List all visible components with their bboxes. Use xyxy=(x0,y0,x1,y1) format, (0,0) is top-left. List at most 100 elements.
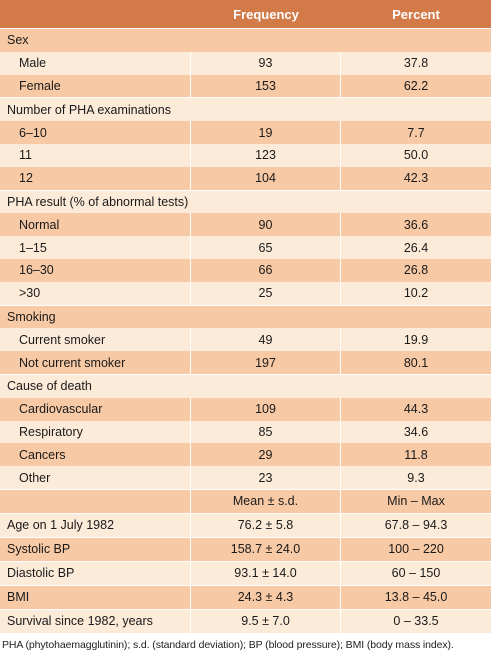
row-label: Not current smoker xyxy=(0,351,191,374)
summary-label: Survival since 1982, years xyxy=(0,608,191,633)
section-header-row: PHA result (% of abnormal tests) xyxy=(0,189,491,214)
section-title: Number of PHA examinations xyxy=(0,97,491,122)
percent-cell: 7.7 xyxy=(341,121,491,144)
frequency-cell: 25 xyxy=(191,281,341,305)
summary-range-cell: 67.8 – 94.3 xyxy=(341,512,491,537)
frequency-cell: 104 xyxy=(191,166,341,190)
frequency-cell: 85 xyxy=(191,420,341,444)
frequency-cell: 49 xyxy=(191,328,341,352)
table-row: 11 123 50.0 xyxy=(0,143,491,167)
section-header-row: Sex xyxy=(0,28,491,52)
table-row: Male 93 37.8 xyxy=(0,51,491,75)
row-label: Current smoker xyxy=(0,328,191,352)
frequency-cell: 66 xyxy=(191,258,341,282)
frequency-cell: 65 xyxy=(191,236,341,259)
header-blank xyxy=(0,0,191,28)
summary-label: Age on 1 July 1982 xyxy=(0,512,191,537)
characteristics-table: Frequency Percent Sex Male 93 37.8 Female 153… xyxy=(0,0,491,633)
row-label: Male xyxy=(0,51,191,75)
frequency-cell: 153 xyxy=(191,74,341,98)
summary-row: Survival since 1982, years 9.5 ± 7.0 0 – 3… xyxy=(0,608,491,633)
table-row: Normal 90 36.6 xyxy=(0,213,491,237)
percent-cell: 9.3 xyxy=(341,466,491,489)
percent-cell: 80.1 xyxy=(341,351,491,374)
summary-range-cell: 60 – 150 xyxy=(341,560,491,585)
summary-mean-cell: 9.5 ± 7.0 xyxy=(191,608,341,633)
table-row: Current smoker 49 19.9 xyxy=(0,328,491,352)
percent-cell: 26.8 xyxy=(341,258,491,282)
percent-cell: 11.8 xyxy=(341,443,491,467)
summary-row: Age on 1 July 1982 76.2 ± 5.8 67.8 – 94.3 xyxy=(0,512,491,537)
table-row: 6–10 19 7.7 xyxy=(0,121,491,144)
frequency-cell: 29 xyxy=(191,443,341,467)
percent-cell: 37.8 xyxy=(341,51,491,75)
row-label: Cardiovascular xyxy=(0,397,191,421)
section-title: Cause of death xyxy=(0,373,491,398)
percent-cell: 44.3 xyxy=(341,397,491,421)
table-row: Not current smoker 197 80.1 xyxy=(0,351,491,374)
summary-range-cell: 0 – 33.5 xyxy=(341,608,491,633)
summary-mean-cell: 76.2 ± 5.8 xyxy=(191,512,341,537)
summary-mean-cell: 93.1 ± 14.0 xyxy=(191,560,341,585)
summary-mean-cell: 158.7 ± 24.0 xyxy=(191,536,341,561)
summary-mean-cell: 24.3 ± 4.3 xyxy=(191,584,341,609)
percent-cell: 62.2 xyxy=(341,74,491,98)
summary-label: Systolic BP xyxy=(0,536,191,561)
row-label: >30 xyxy=(0,281,191,305)
section-header-row: Number of PHA examinations xyxy=(0,97,491,122)
table-row: Cardiovascular 109 44.3 xyxy=(0,397,491,421)
section-header-row: Smoking xyxy=(0,304,491,329)
frequency-cell: 109 xyxy=(191,397,341,421)
frequency-cell: 23 xyxy=(191,466,341,489)
section-header-row: Cause of death xyxy=(0,373,491,398)
percent-cell: 50.0 xyxy=(341,143,491,167)
table-row: Other 23 9.3 xyxy=(0,466,491,489)
summary-row: Diastolic BP 93.1 ± 14.0 60 – 150 xyxy=(0,560,491,585)
table-body: Sex Male 93 37.8 Female 153 62.2 Number of PHA … xyxy=(0,28,491,633)
summary-header-range: Min – Max xyxy=(341,488,491,513)
frequency-cell: 123 xyxy=(191,143,341,167)
percent-cell: 36.6 xyxy=(341,213,491,237)
table-header-row: Frequency Percent xyxy=(0,0,491,28)
percent-cell: 19.9 xyxy=(341,328,491,352)
row-label: 6–10 xyxy=(0,121,191,144)
row-label: Female xyxy=(0,74,191,98)
row-label: Respiratory xyxy=(0,420,191,444)
frequency-cell: 19 xyxy=(191,121,341,144)
row-label: 12 xyxy=(0,166,191,190)
section-title: PHA result (% of abnormal tests) xyxy=(0,189,491,214)
table-row: Female 153 62.2 xyxy=(0,74,491,98)
summary-header-blank xyxy=(0,488,191,513)
row-label: Cancers xyxy=(0,443,191,467)
table-row: 1–15 65 26.4 xyxy=(0,236,491,259)
percent-cell: 26.4 xyxy=(341,236,491,259)
row-label: 16–30 xyxy=(0,258,191,282)
table-row: 16–30 66 26.8 xyxy=(0,258,491,282)
table-row: Cancers 29 11.8 xyxy=(0,443,491,467)
row-label: 1–15 xyxy=(0,236,191,259)
table-row: 12 104 42.3 xyxy=(0,166,491,190)
summary-header-mean: Mean ± s.d. xyxy=(191,488,341,513)
summary-row: Systolic BP 158.7 ± 24.0 100 – 220 xyxy=(0,536,491,561)
frequency-cell: 90 xyxy=(191,213,341,237)
summary-label: Diastolic BP xyxy=(0,560,191,585)
row-label: Other xyxy=(0,466,191,489)
percent-cell: 10.2 xyxy=(341,281,491,305)
percent-cell: 42.3 xyxy=(341,166,491,190)
percent-cell: 34.6 xyxy=(341,420,491,444)
summary-header-row: Mean ± s.d. Min – Max xyxy=(0,488,491,513)
header-percent: Percent xyxy=(341,0,491,28)
summary-label: BMI xyxy=(0,584,191,609)
frequency-cell: 93 xyxy=(191,51,341,75)
section-title: Smoking xyxy=(0,304,491,329)
section-title: Sex xyxy=(0,28,491,52)
summary-range-cell: 13.8 – 45.0 xyxy=(341,584,491,609)
table-row: >30 25 10.2 xyxy=(0,281,491,305)
frequency-cell: 197 xyxy=(191,351,341,374)
table-row: Respiratory 85 34.6 xyxy=(0,420,491,444)
row-label: 11 xyxy=(0,143,191,167)
table-footnote: PHA (phytohaemagglutinin); s.d. (standar… xyxy=(2,638,454,651)
row-label: Normal xyxy=(0,213,191,237)
summary-row: BMI 24.3 ± 4.3 13.8 – 45.0 xyxy=(0,584,491,609)
